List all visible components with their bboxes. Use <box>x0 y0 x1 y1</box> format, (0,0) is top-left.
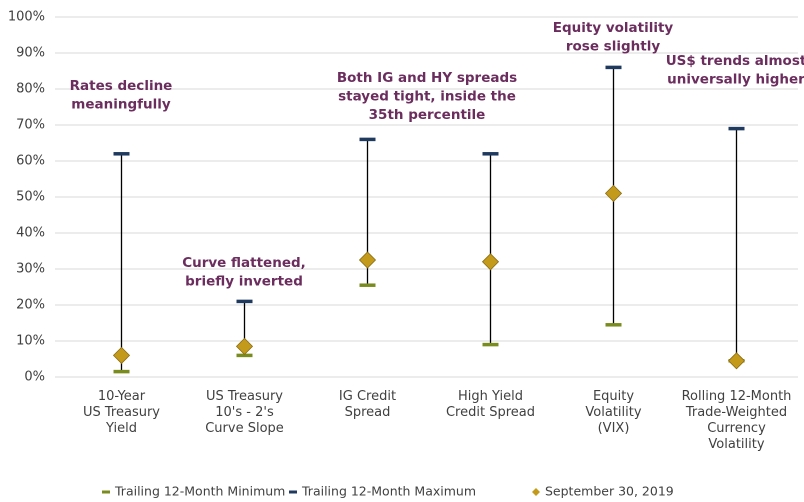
annotation: Both IG and HY spreads stayed tight, insi… <box>337 70 517 123</box>
annotation: Rates decline meaningfully <box>70 78 173 113</box>
legend-label: September 30, 2019 <box>545 484 674 499</box>
current-marker <box>727 352 746 370</box>
y-tick-label: 30% <box>16 262 45 277</box>
x-tick-label: High Yield Credit Spread <box>446 389 535 420</box>
annotation: Equity volatility rose slightly <box>553 20 674 55</box>
current-marker <box>358 251 377 269</box>
y-tick-label: 50% <box>16 190 45 205</box>
annotation: US$ trends almost universally higher <box>666 53 804 88</box>
y-tick-label: 100% <box>8 10 45 25</box>
y-tick-label: 20% <box>16 298 45 313</box>
legend-label: Trailing 12-Month Maximum <box>301 484 476 499</box>
current-marker <box>235 337 254 355</box>
y-tick-label: 70% <box>16 118 45 133</box>
x-tick-label: IG Credit Spread <box>339 389 396 420</box>
x-tick-label: US Treasury 10's - 2's Curve Slope <box>205 389 284 436</box>
y-tick-label: 40% <box>16 226 45 241</box>
y-tick-label: 90% <box>16 46 45 61</box>
y-tick-label: 80% <box>16 82 45 97</box>
y-tick-label: 10% <box>16 334 45 349</box>
y-tick-label: 0% <box>24 370 45 385</box>
legend-marker <box>532 488 540 496</box>
current-marker <box>112 346 131 364</box>
current-marker <box>481 253 500 271</box>
x-tick-label: Rolling 12-Month Trade-Weighted Currency Vo… <box>682 389 792 452</box>
legend-label: Trailing 12-Month Minimum <box>114 484 285 499</box>
x-tick-label: 10-Year US Treasury Yield <box>83 389 160 436</box>
x-tick-label: Equity Volatility (VIX) <box>585 389 641 436</box>
annotation: Curve flattened, briefly inverted <box>182 255 306 290</box>
y-tick-label: 60% <box>16 154 45 169</box>
current-marker <box>604 184 623 202</box>
